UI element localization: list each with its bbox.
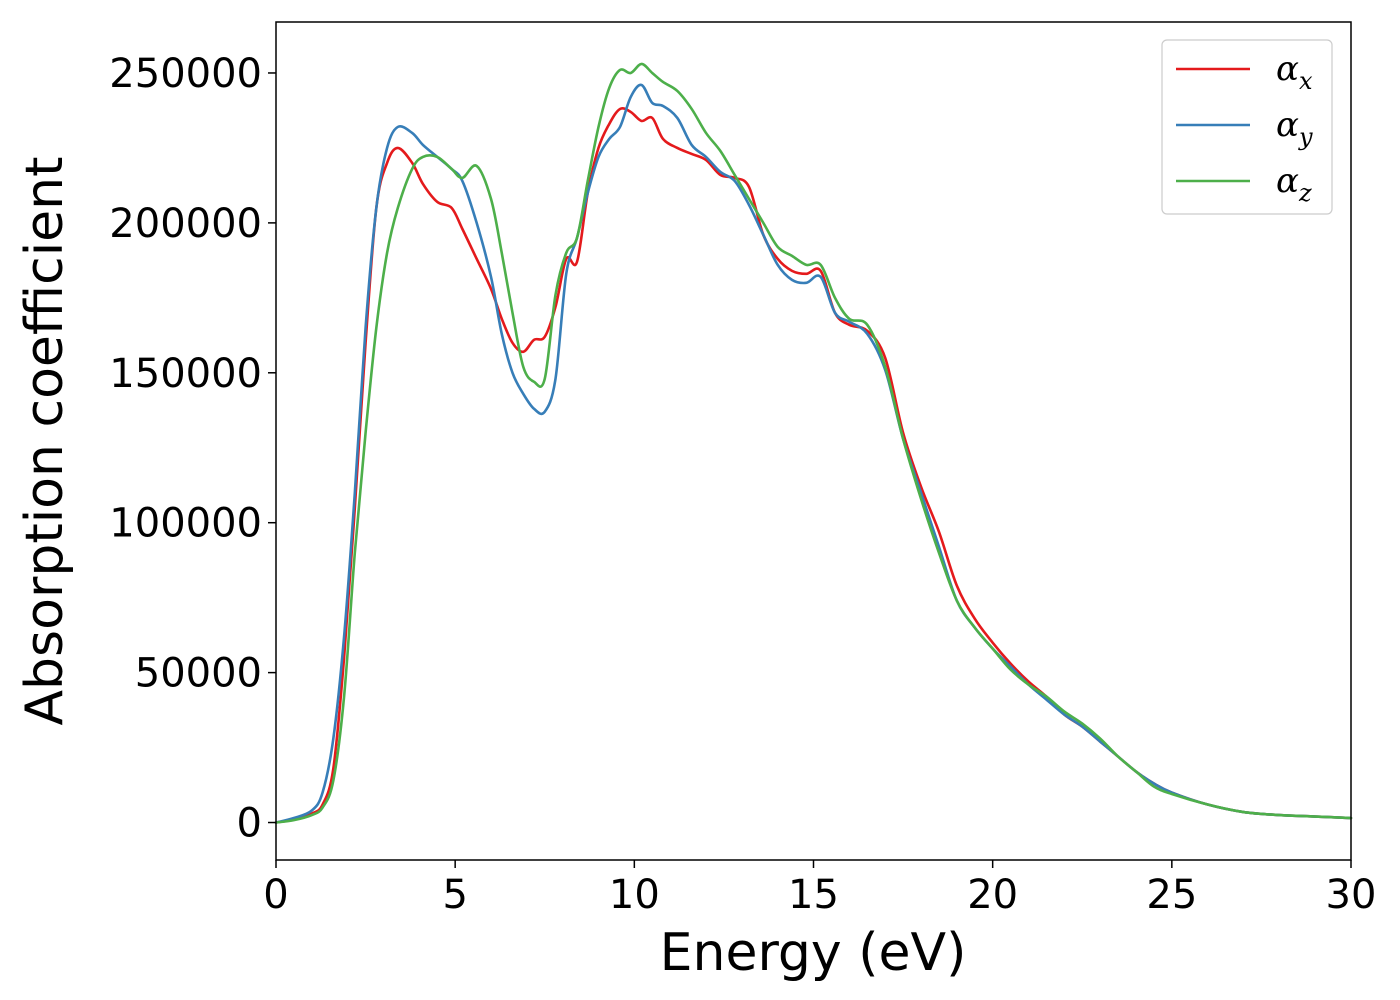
y-tick-label: 100000	[109, 501, 262, 547]
y-axis-ticks: 0 50000 100000 150000 200000 250000	[109, 51, 276, 847]
x-axis-title: Energy (eV)	[660, 923, 967, 983]
legend-subscript: y	[1298, 123, 1313, 151]
y-tick-label: 150000	[109, 351, 262, 397]
x-tick-label: 20	[967, 872, 1018, 918]
x-tick-label: 5	[442, 872, 467, 918]
series-line-z	[274, 62, 1353, 824]
legend-box	[1161, 39, 1333, 215]
x-tick-label: 25	[1146, 872, 1197, 918]
x-tick-label: 15	[788, 872, 839, 918]
y-tick-label: 50000	[135, 651, 262, 697]
y-tick-label: 0	[237, 801, 262, 847]
x-tick-label: 10	[609, 872, 660, 918]
y-tick-label: 200000	[109, 201, 262, 247]
y-tick-label: 250000	[109, 51, 262, 97]
series-layer	[274, 62, 1353, 824]
x-tick-label: 30	[1326, 872, 1377, 918]
x-axis-ticks: 0 5 10 15 20 25 30	[263, 860, 1376, 918]
series-line-x	[274, 106, 1353, 824]
series-line-y	[274, 83, 1353, 824]
y-axis-title: Absorption coefficient	[15, 156, 75, 725]
legend-subscript: z	[1298, 179, 1312, 207]
legend-subscript: x	[1299, 67, 1313, 95]
x-tick-label: 0	[263, 872, 288, 918]
